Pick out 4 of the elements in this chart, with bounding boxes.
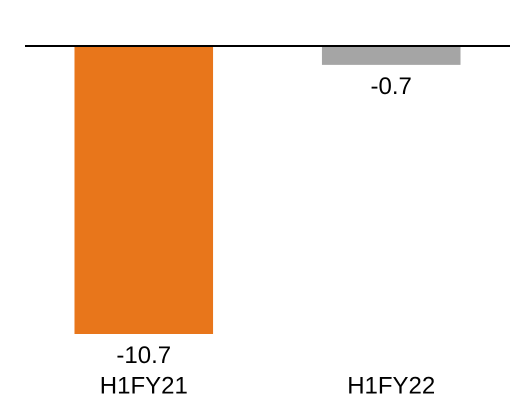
data-label: -0.7 [370, 72, 412, 100]
x-tick-label: H1FY22 [347, 372, 436, 400]
x-tick-label: H1FY21 [100, 372, 188, 400]
data-label: -10.7 [116, 342, 172, 369]
